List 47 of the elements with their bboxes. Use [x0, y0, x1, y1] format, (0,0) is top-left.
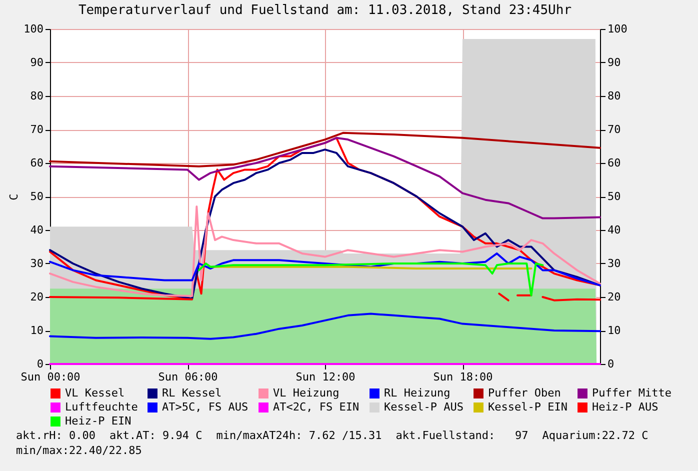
y-tick-label: 80 — [30, 90, 44, 102]
y2-tick-label: 100 — [608, 22, 628, 36]
legend-label: RL Heizung — [384, 386, 450, 400]
text: Aquarium:22.72 C — [542, 428, 648, 443]
text: akt.AT: 9.94 C — [109, 428, 202, 443]
y2-tick-label: 60 — [608, 156, 621, 170]
x-tick-label: Sun 00:00 — [20, 370, 80, 384]
y2-tick-label: 30 — [608, 257, 621, 270]
y2-tick-label: 20 — [608, 290, 621, 304]
y-tick-label: 20 — [30, 290, 44, 304]
y-tick-label: 70 — [30, 123, 44, 136]
y2-tick-label: 80 — [608, 90, 621, 102]
x-tick-label: Sun 18:00 — [433, 370, 493, 384]
text: akt.Fuellstand: 97 — [396, 428, 528, 443]
y-tick-label: 60 — [30, 156, 44, 170]
legend-label: RL Kessel — [162, 386, 222, 400]
legend-label: VL Kessel — [65, 386, 125, 400]
y2-tick-label: 50 — [608, 190, 621, 203]
x-tick-label: Sun 06:00 — [158, 370, 218, 384]
legend-label: Luftfeuchte — [65, 400, 138, 414]
y2-tick-label: 0 — [608, 358, 614, 370]
legend-label: Kessel-P AUS — [384, 400, 464, 414]
y2-tick-label: 70 — [608, 123, 621, 136]
legend-label: Puffer Oben — [488, 386, 561, 400]
legend-label: Heiz-P EIN — [65, 414, 132, 428]
y-tick-label: 30 — [30, 257, 44, 270]
y-tick-label: 50 — [30, 190, 44, 203]
y-tick-label: 90 — [30, 56, 44, 69]
y-tick-label: 40 — [30, 224, 44, 236]
text: min/maxAT24h: 7.62 /15.31 — [216, 428, 382, 443]
y2-tick-label: 90 — [608, 56, 621, 69]
legend-label: AT<2C, FS EIN — [273, 400, 360, 414]
y2-tick-label: 40 — [608, 224, 621, 236]
y-axis-title: C — [8, 194, 21, 200]
legend-label: Heiz-P AUS — [592, 400, 658, 414]
y-tick-label: 100 — [24, 22, 44, 36]
legend-label: Puffer Mitte — [592, 386, 672, 400]
text: min/max:22.40/22.85 — [16, 443, 142, 458]
x-tick-label: Sun 12:00 — [296, 370, 356, 384]
y-tick-label: 0 — [36, 358, 44, 370]
legend-label: Kessel-P EIN — [488, 400, 568, 414]
chart-title: Temperaturverlauf und Fuellstand am: 11.03.2018, Stand 23:45Uhr — [78, 3, 572, 18]
legend-label: VL Heizung — [273, 386, 340, 400]
y-tick-label: 10 — [30, 324, 44, 337]
text: akt.rH: 0.00 — [16, 428, 96, 443]
legend-label: AT>5C, FS AUS — [162, 400, 248, 414]
y2-tick-label: 10 — [608, 324, 621, 337]
